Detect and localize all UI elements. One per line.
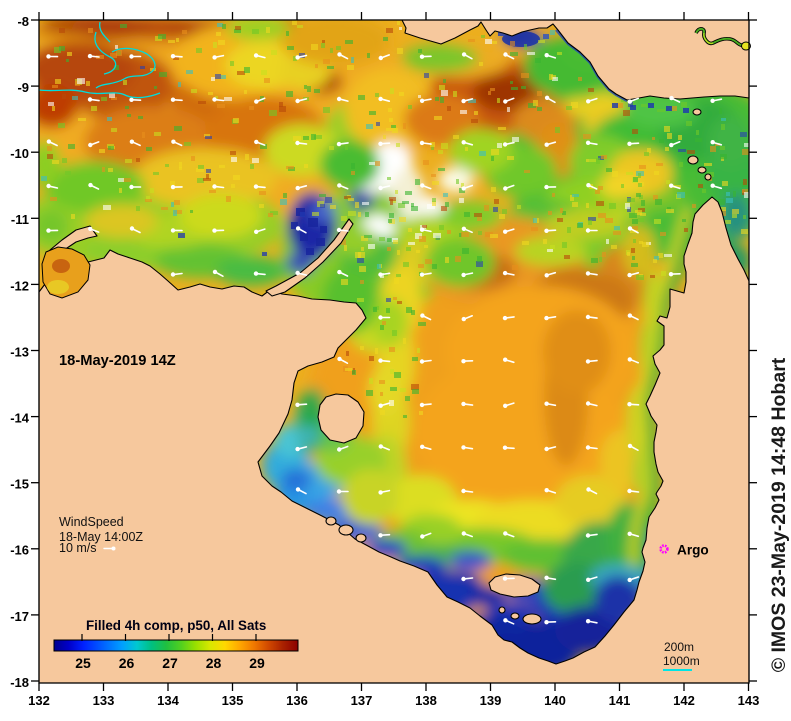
svg-text:-15: -15 [10, 477, 29, 492]
svg-text:Argo: Argo [677, 543, 709, 558]
svg-text:-12: -12 [10, 278, 29, 293]
svg-text:136: 136 [286, 693, 308, 708]
svg-text:141: 141 [609, 693, 631, 708]
svg-text:25: 25 [75, 655, 91, 671]
svg-text:132: 132 [28, 693, 50, 708]
svg-text:142: 142 [673, 693, 695, 708]
svg-text:138: 138 [415, 693, 437, 708]
svg-text:-18: -18 [10, 675, 29, 690]
svg-text:-17: -17 [10, 609, 29, 624]
svg-text:200m: 200m [664, 640, 694, 654]
svg-text:29: 29 [249, 655, 265, 671]
svg-text:Filled 4h comp, p50, All Sats: Filled 4h comp, p50, All Sats [86, 618, 266, 633]
svg-text:-13: -13 [10, 344, 29, 359]
svg-text:-10: -10 [10, 146, 29, 161]
svg-text:18-May-2019 14Z: 18-May-2019 14Z [59, 353, 176, 369]
svg-text:137: 137 [351, 693, 373, 708]
svg-text:143: 143 [738, 693, 760, 708]
svg-text:28: 28 [206, 655, 222, 671]
svg-text:WindSpeed: WindSpeed [59, 515, 124, 529]
svg-text:139: 139 [480, 693, 502, 708]
svg-text:-9: -9 [17, 80, 29, 95]
svg-text:1000m: 1000m [663, 654, 700, 668]
svg-text:140: 140 [544, 693, 566, 708]
svg-text:18-May 14:00Z: 18-May 14:00Z [59, 530, 143, 544]
svg-text:135: 135 [222, 693, 244, 708]
svg-text:-14: -14 [10, 411, 30, 426]
svg-text:-11: -11 [11, 212, 29, 227]
svg-text:134: 134 [157, 693, 179, 708]
svg-text:26: 26 [119, 655, 135, 671]
svg-text:133: 133 [93, 693, 115, 708]
svg-text:-16: -16 [10, 543, 29, 558]
svg-text:10 m/s: 10 m/s [59, 541, 97, 555]
svg-text:-8: -8 [17, 14, 29, 29]
svg-text:© IMOS 23-May-2019 14:48 Hobar: © IMOS 23-May-2019 14:48 Hobart [768, 357, 790, 672]
svg-text:27: 27 [162, 655, 178, 671]
